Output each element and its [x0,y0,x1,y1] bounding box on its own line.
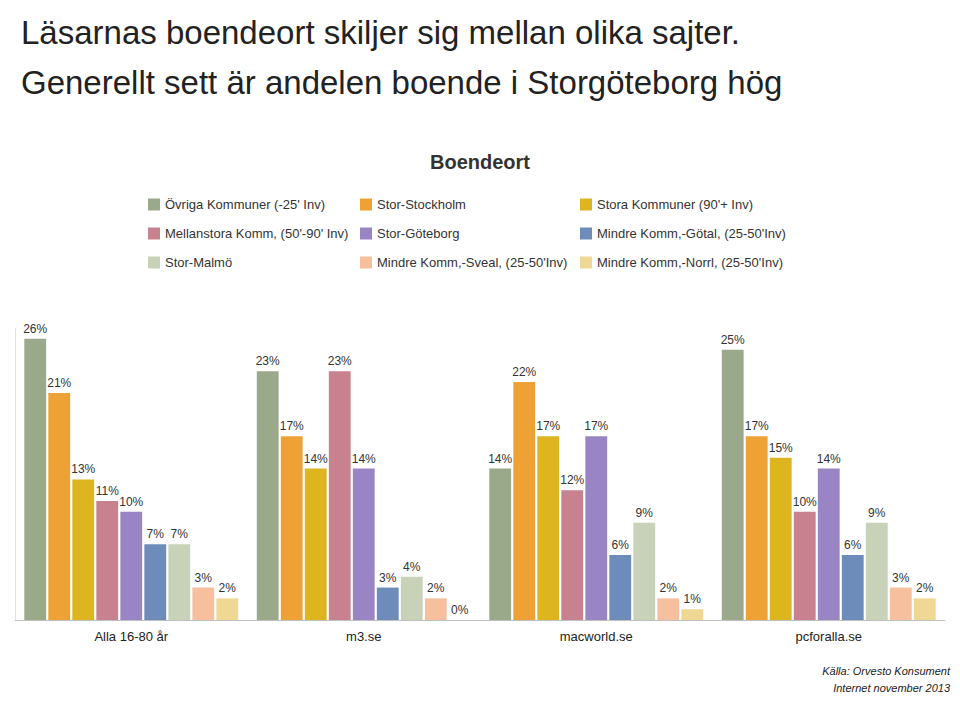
svg-text:3%: 3% [892,571,910,585]
svg-text:22%: 22% [512,365,536,379]
svg-text:Stor-Göteborg: Stor-Göteborg [377,226,459,241]
svg-text:2%: 2% [427,581,445,595]
svg-text:Stor-Stockholm: Stor-Stockholm [377,197,466,212]
svg-text:14%: 14% [304,452,328,466]
svg-text:6%: 6% [612,538,630,552]
svg-text:3%: 3% [195,571,213,585]
svg-text:9%: 9% [636,506,654,520]
svg-text:Generellt sett är andelen boen: Generellt sett är andelen boende i Storg… [21,64,782,101]
svg-text:Stora Kommuner (90'+ Inv): Stora Kommuner (90'+ Inv) [597,197,753,212]
svg-text:15%: 15% [769,441,793,455]
svg-text:10%: 10% [119,495,143,509]
svg-text:26%: 26% [23,322,47,336]
svg-text:10%: 10% [793,495,817,509]
svg-text:23%: 23% [256,354,280,368]
svg-text:6%: 6% [844,538,862,552]
svg-text:9%: 9% [868,506,886,520]
svg-text:Mellanstora Komm, (50'-90' Inv: Mellanstora Komm, (50'-90' Inv) [165,226,348,241]
svg-text:14%: 14% [488,452,512,466]
svg-text:Boendeort: Boendeort [430,151,530,173]
svg-text:2%: 2% [219,581,237,595]
svg-text:macworld.se: macworld.se [560,629,633,644]
svg-text:Källa: Orvesto Konsument: Källa: Orvesto Konsument [822,665,951,677]
svg-text:21%: 21% [47,376,71,390]
svg-text:17%: 17% [745,419,769,433]
svg-text:m3.se: m3.se [346,629,381,644]
svg-text:11%: 11% [96,484,119,498]
svg-text:Alla 16-80 år: Alla 16-80 år [94,629,168,644]
svg-text:2%: 2% [916,581,934,595]
svg-text:Mindre Komm,-Sveal, (25-50'Inv: Mindre Komm,-Sveal, (25-50'Inv) [377,255,567,270]
svg-text:2%: 2% [660,581,678,595]
svg-text:pcforalla.se: pcforalla.se [796,629,862,644]
svg-text:Internet november 2013: Internet november 2013 [833,682,951,694]
svg-text:12%: 12% [560,473,584,487]
svg-text:Mindre Komm,-Götal, (25-50'Inv: Mindre Komm,-Götal, (25-50'Inv) [597,226,786,241]
svg-text:0%: 0% [451,603,469,617]
svg-text:14%: 14% [817,452,841,466]
svg-text:14%: 14% [352,452,376,466]
svg-text:13%: 13% [71,462,95,476]
svg-text:7%: 7% [147,527,165,541]
svg-text:1%: 1% [684,592,702,606]
svg-text:Läsarnas boendeort skiljer sig: Läsarnas boendeort skiljer sig mellan ol… [21,14,740,51]
svg-text:17%: 17% [584,419,608,433]
svg-text:Stor-Malmö: Stor-Malmö [165,255,232,270]
svg-text:Övriga Kommuner (-25' Inv): Övriga Kommuner (-25' Inv) [165,197,325,212]
svg-text:Mindre Komm,-Norrl, (25-50'Inv: Mindre Komm,-Norrl, (25-50'Inv) [597,255,783,270]
svg-text:7%: 7% [171,527,189,541]
svg-text:23%: 23% [328,354,352,368]
svg-text:3%: 3% [379,571,397,585]
svg-text:25%: 25% [721,333,745,347]
svg-text:17%: 17% [536,419,560,433]
svg-text:17%: 17% [280,419,304,433]
svg-text:4%: 4% [403,560,421,574]
